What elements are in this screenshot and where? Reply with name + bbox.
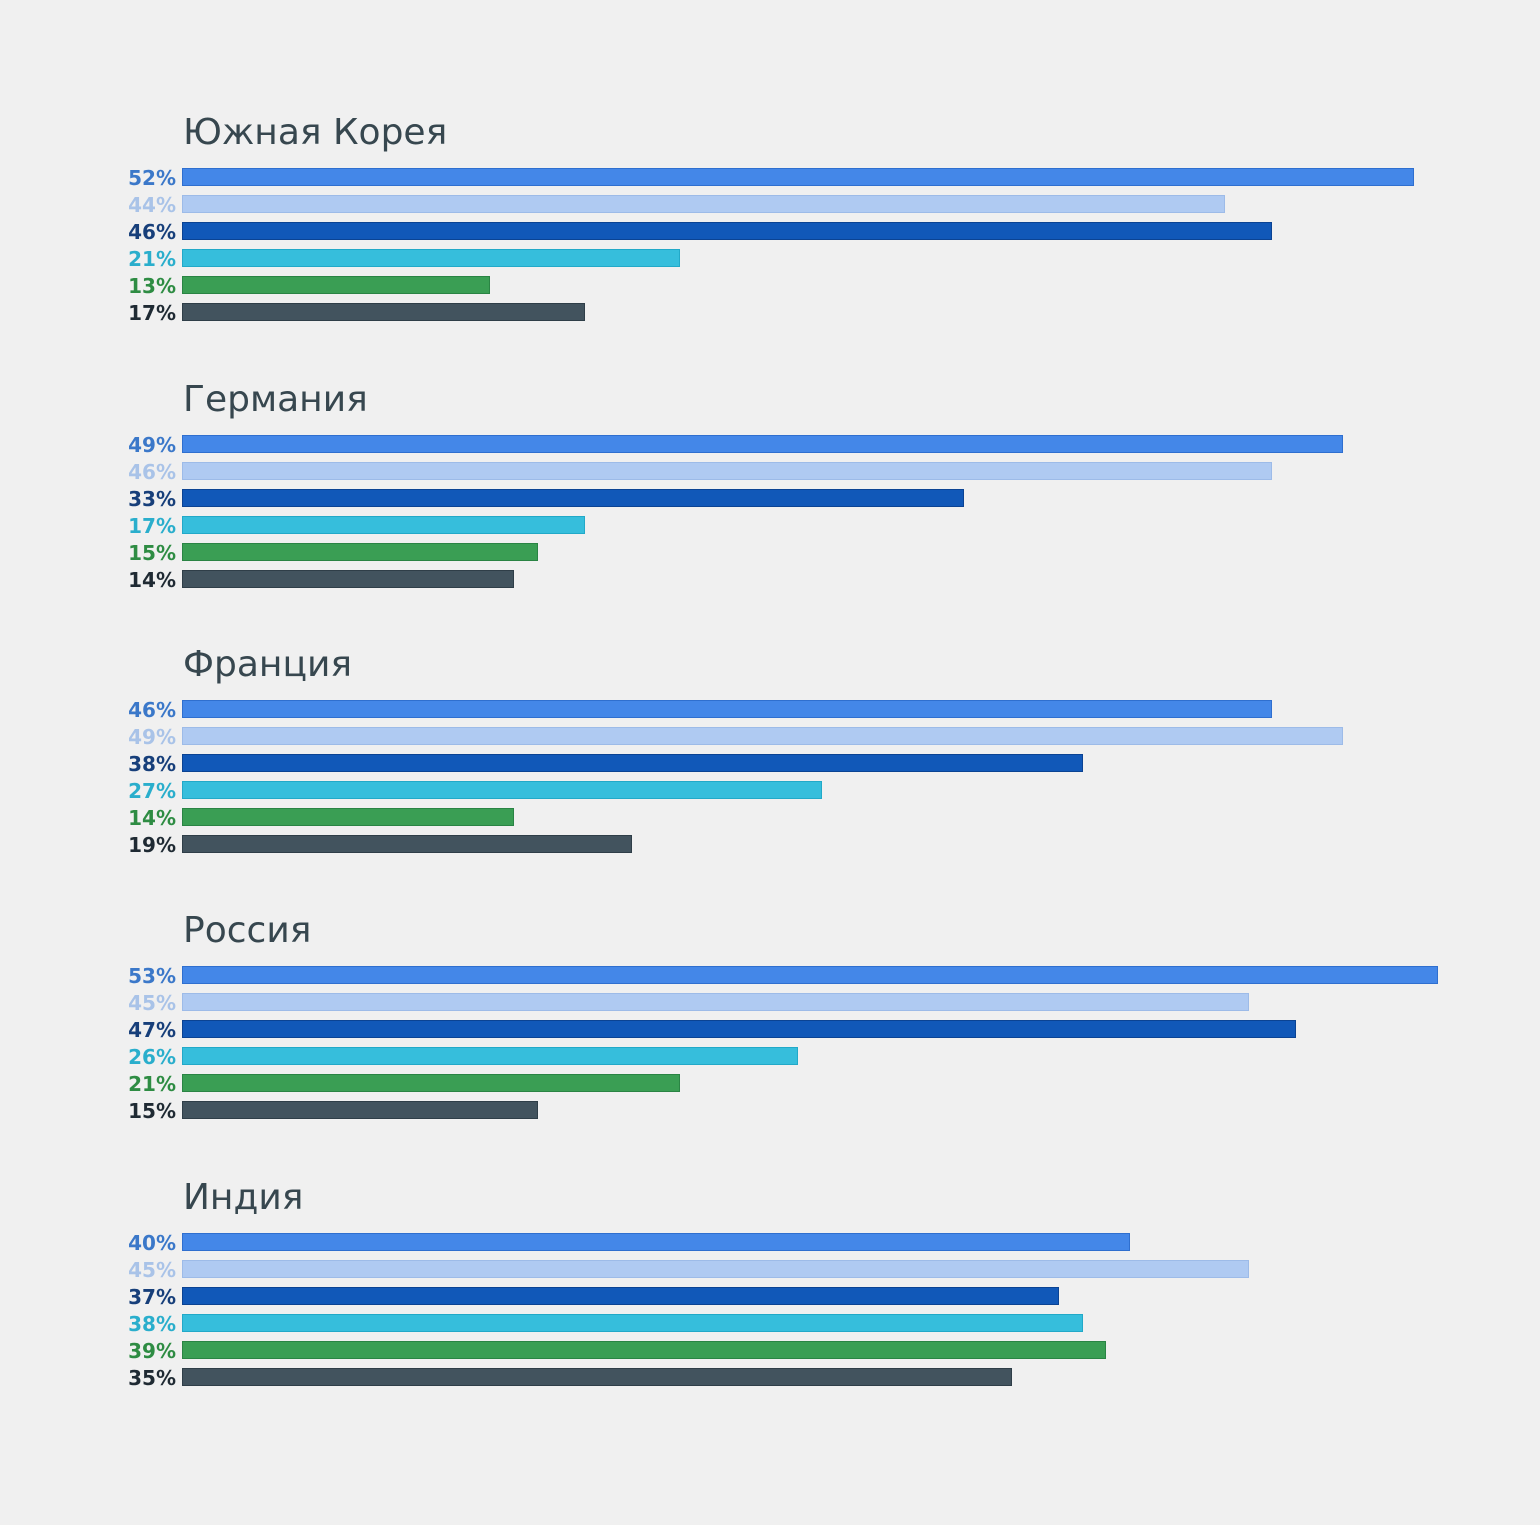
- data-label: 14%: [128, 806, 176, 830]
- bar: [182, 462, 1272, 480]
- bar-row: 47%: [0, 1018, 1540, 1042]
- group-title: Южная Корея: [183, 112, 448, 153]
- bar-row: 21%: [0, 247, 1540, 271]
- bar-row: 14%: [0, 568, 1540, 592]
- bar-row: 49%: [0, 725, 1540, 749]
- bar-row: 37%: [0, 1285, 1540, 1309]
- bar: [182, 168, 1414, 186]
- bar: [182, 195, 1225, 213]
- bar: [182, 727, 1343, 745]
- data-label: 17%: [128, 301, 176, 325]
- bar-row: 15%: [0, 541, 1540, 565]
- bar-row: 13%: [0, 274, 1540, 298]
- data-label: 13%: [128, 274, 176, 298]
- bar-row: 21%: [0, 1072, 1540, 1096]
- bar-row: 44%: [0, 193, 1540, 217]
- bar-row: 46%: [0, 460, 1540, 484]
- bar: [182, 516, 585, 534]
- data-label: 49%: [128, 433, 176, 457]
- data-label: 52%: [128, 166, 176, 190]
- bar: [182, 966, 1438, 984]
- data-label: 46%: [128, 460, 176, 484]
- bar: [182, 1260, 1249, 1278]
- bar-row: 45%: [0, 991, 1540, 1015]
- bar-row: 19%: [0, 833, 1540, 857]
- bar: [182, 1314, 1083, 1332]
- data-label: 21%: [128, 247, 176, 271]
- bar: [182, 1074, 680, 1092]
- data-label: 26%: [128, 1045, 176, 1069]
- data-label: 19%: [128, 833, 176, 857]
- bar: [182, 435, 1343, 453]
- bar: [182, 1368, 1012, 1386]
- data-label: 47%: [128, 1018, 176, 1042]
- bar-row: 35%: [0, 1366, 1540, 1390]
- group-title: Франция: [183, 644, 352, 685]
- bar: [182, 1020, 1296, 1038]
- data-label: 45%: [128, 991, 176, 1015]
- bar: [182, 754, 1083, 772]
- bar: [182, 1287, 1059, 1305]
- data-label: 27%: [128, 779, 176, 803]
- bar-row: 17%: [0, 301, 1540, 325]
- bar: [182, 276, 490, 294]
- bar: [182, 1101, 538, 1119]
- data-label: 45%: [128, 1258, 176, 1282]
- data-label: 46%: [128, 220, 176, 244]
- data-label: 38%: [128, 752, 176, 776]
- bar: [182, 222, 1272, 240]
- bar-row: 39%: [0, 1339, 1540, 1363]
- bar: [182, 808, 514, 826]
- data-label: 33%: [128, 487, 176, 511]
- bar-row: 45%: [0, 1258, 1540, 1282]
- bar: [182, 249, 680, 267]
- bar-row: 33%: [0, 487, 1540, 511]
- data-label: 14%: [128, 568, 176, 592]
- data-label: 53%: [128, 964, 176, 988]
- data-label: 49%: [128, 725, 176, 749]
- data-label: 37%: [128, 1285, 176, 1309]
- bar-row: 14%: [0, 806, 1540, 830]
- bar: [182, 543, 538, 561]
- bar-row: 38%: [0, 752, 1540, 776]
- data-label: 46%: [128, 698, 176, 722]
- bar: [182, 700, 1272, 718]
- data-label: 35%: [128, 1366, 176, 1390]
- bar-row: 46%: [0, 220, 1540, 244]
- bar: [182, 781, 822, 799]
- data-label: 15%: [128, 541, 176, 565]
- data-label: 38%: [128, 1312, 176, 1336]
- data-label: 40%: [128, 1231, 176, 1255]
- group-title: Индия: [183, 1177, 304, 1218]
- bar-row: 53%: [0, 964, 1540, 988]
- group-title: Германия: [183, 379, 368, 420]
- bar-row: 46%: [0, 698, 1540, 722]
- group-title: Россия: [183, 910, 312, 951]
- bar: [182, 1047, 798, 1065]
- data-label: 44%: [128, 193, 176, 217]
- data-label: 15%: [128, 1099, 176, 1123]
- bar: [182, 993, 1249, 1011]
- bar: [182, 489, 964, 507]
- bar: [182, 303, 585, 321]
- bar-row: 27%: [0, 779, 1540, 803]
- bar-row: 40%: [0, 1231, 1540, 1255]
- data-label: 21%: [128, 1072, 176, 1096]
- bar: [182, 1341, 1106, 1359]
- bar-row: 26%: [0, 1045, 1540, 1069]
- bar-row: 49%: [0, 433, 1540, 457]
- bar: [182, 835, 632, 853]
- bar-row: 38%: [0, 1312, 1540, 1336]
- bar-row: 15%: [0, 1099, 1540, 1123]
- bar-row: 17%: [0, 514, 1540, 538]
- bar: [182, 570, 514, 588]
- bar-row: 52%: [0, 166, 1540, 190]
- data-label: 39%: [128, 1339, 176, 1363]
- data-label: 17%: [128, 514, 176, 538]
- bar: [182, 1233, 1130, 1251]
